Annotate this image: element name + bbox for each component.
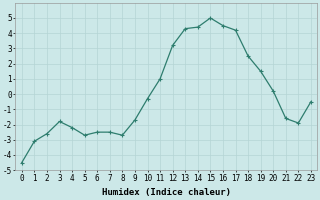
X-axis label: Humidex (Indice chaleur): Humidex (Indice chaleur) — [102, 188, 231, 197]
